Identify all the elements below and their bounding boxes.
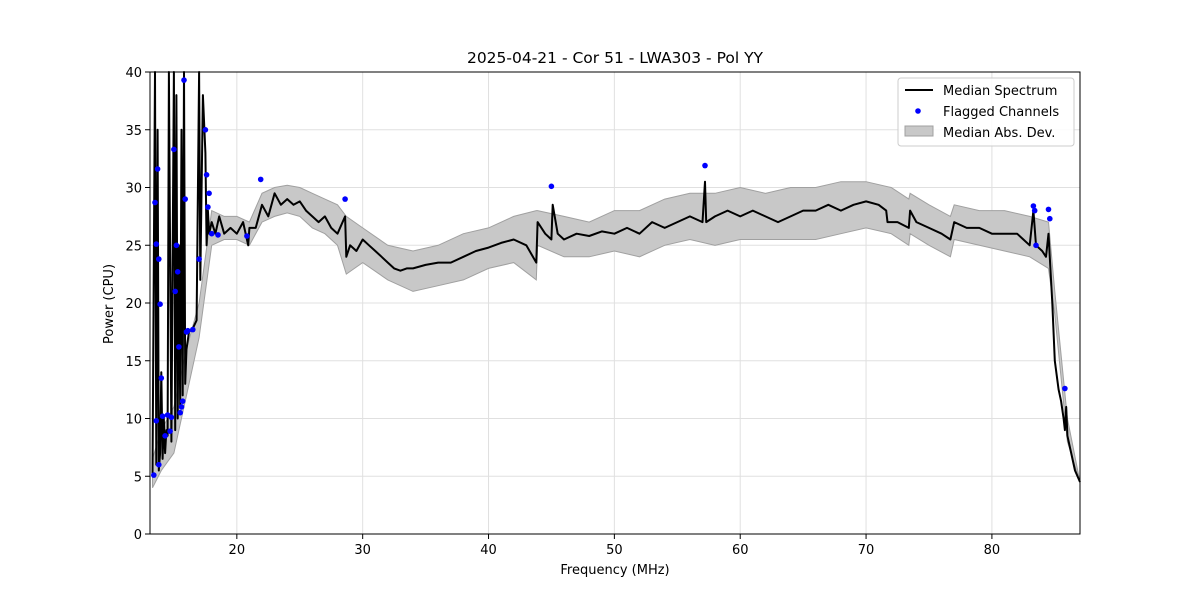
flagged-channel-point xyxy=(152,199,158,206)
flagged-channel-point xyxy=(151,472,157,478)
flagged-channel-point xyxy=(342,196,348,202)
flagged-channel-point xyxy=(156,461,162,468)
flagged-channel-point xyxy=(1031,207,1038,214)
flagged-channel-point xyxy=(244,233,250,239)
flagged-channel-point xyxy=(190,326,196,333)
x-tick-label: 70 xyxy=(858,543,875,558)
chart-title: 2025-04-21 - Cor 51 - LWA303 - Pol YY xyxy=(467,49,764,67)
flagged-channel-point xyxy=(156,256,162,262)
flagged-channels-layer xyxy=(151,77,1068,478)
flagged-channel-point xyxy=(257,176,264,183)
flagged-channel-point xyxy=(157,301,163,308)
flagged-channel-point xyxy=(196,256,202,262)
flagged-channel-point xyxy=(158,375,165,381)
legend-label-mad: Median Abs. Dev. xyxy=(943,126,1055,141)
flagged-channel-point xyxy=(159,413,166,420)
legend-label-flagged-channels: Flagged Channels xyxy=(943,105,1059,120)
flagged-channel-point xyxy=(173,242,180,249)
y-tick-label: 30 xyxy=(125,182,142,197)
legend-label-median-spectrum: Median Spectrum xyxy=(943,84,1057,99)
flagged-channel-point xyxy=(162,433,168,439)
flagged-channel-point xyxy=(182,196,188,202)
flagged-channel-point xyxy=(153,241,160,247)
flagged-channel-point xyxy=(1030,203,1037,209)
median-spectrum-layer xyxy=(151,71,1081,483)
flagged-channel-point xyxy=(176,344,182,350)
y-axis-label: Power (CPU) xyxy=(102,264,117,344)
legend-point-swatch xyxy=(915,108,921,114)
x-tick-label: 80 xyxy=(984,543,1001,558)
axis-ticks: 20 30 40 50 60 70 80 0 5 10 15 20 25 30 35 40 xyxy=(125,66,1000,558)
y-tick-label: 5 xyxy=(134,470,142,485)
x-tick-label: 60 xyxy=(732,543,749,558)
flagged-channel-point xyxy=(178,404,185,410)
flagged-channel-point xyxy=(174,269,181,275)
y-tick-label: 20 xyxy=(125,297,142,312)
y-tick-label: 10 xyxy=(125,413,142,428)
flagged-channel-point xyxy=(1045,206,1052,213)
median-spectrum-line xyxy=(151,71,1081,483)
flagged-channel-point xyxy=(167,428,173,435)
flagged-channel-point xyxy=(1033,242,1039,249)
mad-band-layer xyxy=(152,181,1081,489)
y-tick-label: 0 xyxy=(134,528,142,543)
x-axis-label: Frequency (MHz) xyxy=(560,563,669,578)
y-tick-label: 40 xyxy=(125,66,142,81)
x-tick-label: 50 xyxy=(606,543,623,558)
flagged-channel-point xyxy=(1062,385,1068,392)
legend-band-swatch xyxy=(904,125,934,137)
flagged-channel-point xyxy=(1047,215,1053,222)
x-tick-label: 40 xyxy=(480,543,497,558)
y-tick-label: 15 xyxy=(125,355,142,370)
legend-box xyxy=(897,77,1075,147)
flagged-channel-point xyxy=(702,162,708,169)
flagged-channel-point xyxy=(202,127,209,133)
x-tick-label: 30 xyxy=(354,543,371,558)
flagged-channel-point xyxy=(215,232,221,238)
flagged-channel-point xyxy=(168,414,175,421)
flagged-channel-point xyxy=(172,288,178,295)
flagged-channel-point xyxy=(177,409,183,416)
flagged-channel-point xyxy=(206,190,212,197)
flagged-channel-point xyxy=(203,172,210,178)
flagged-channel-point xyxy=(548,183,555,190)
flagged-channel-point xyxy=(171,146,177,153)
y-tick-label: 25 xyxy=(125,239,142,254)
flagged-channel-point xyxy=(154,166,161,172)
flagged-channel-point xyxy=(208,230,215,237)
flagged-channel-point xyxy=(185,327,191,334)
y-tick-label: 35 xyxy=(125,124,142,139)
legend: Median Spectrum Flagged Channels Median … xyxy=(897,77,1075,147)
x-tick-label: 20 xyxy=(229,543,246,558)
flagged-channel-point xyxy=(179,398,186,405)
flagged-channel-point xyxy=(181,77,187,83)
mad-band xyxy=(152,181,1081,489)
flagged-channel-point xyxy=(205,204,211,210)
flagged-channel-point xyxy=(153,418,160,424)
